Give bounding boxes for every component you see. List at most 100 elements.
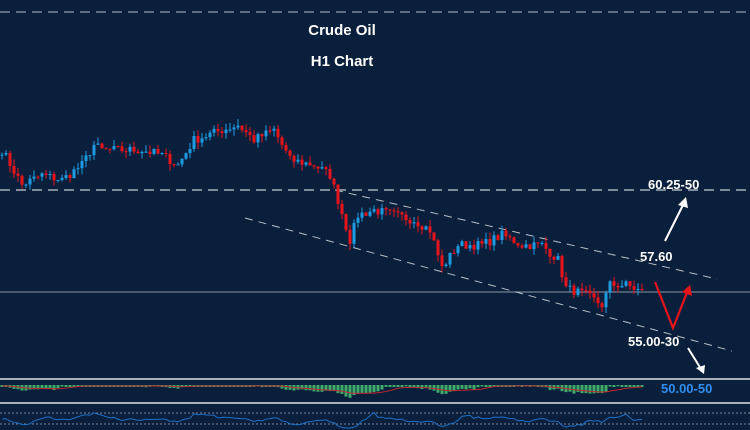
candle	[224, 129, 228, 134]
macd-signal-line	[2, 385, 643, 394]
candle	[56, 180, 60, 182]
candle	[556, 255, 560, 260]
macd-bar	[636, 385, 640, 387]
candle	[328, 169, 332, 179]
candle	[572, 285, 576, 296]
candle	[332, 178, 336, 185]
macd-bar	[316, 385, 320, 392]
macd-bar	[300, 385, 304, 390]
candle	[460, 241, 464, 247]
candle	[432, 232, 436, 241]
macd-histogram	[0, 385, 644, 398]
level-label-50-00: 50.00-50	[661, 381, 713, 396]
candle	[416, 222, 420, 227]
candle	[220, 131, 224, 134]
candle	[640, 288, 644, 290]
macd-bar	[460, 385, 464, 389]
macd-bar	[432, 385, 436, 391]
candle	[384, 208, 388, 210]
macd-bar	[348, 385, 352, 398]
candle	[284, 144, 288, 151]
macd-bar	[580, 385, 584, 394]
macd-bar	[296, 385, 300, 390]
candle	[320, 167, 324, 169]
candle	[96, 143, 100, 145]
candle	[404, 214, 408, 221]
candle	[216, 128, 220, 132]
macd-bar	[408, 385, 412, 388]
candle	[316, 166, 320, 169]
rsi-line	[1, 411, 643, 429]
macd-bar	[352, 385, 356, 396]
candle	[60, 177, 64, 181]
macd-bar	[360, 385, 364, 393]
candle	[632, 286, 636, 290]
candle	[272, 128, 276, 131]
candle	[164, 152, 168, 155]
macd-bar	[620, 385, 624, 387]
candle	[620, 285, 624, 288]
candle	[192, 136, 196, 149]
macd-bar	[596, 385, 600, 393]
channel-lower-line	[244, 217, 733, 352]
candle	[544, 242, 548, 249]
candle	[196, 136, 200, 143]
candle	[8, 153, 12, 166]
candle	[440, 255, 444, 267]
candle	[252, 135, 256, 143]
candle	[340, 203, 344, 215]
macd-bar	[356, 385, 360, 394]
candle	[200, 138, 204, 143]
candle	[400, 212, 404, 215]
macd-bar	[364, 385, 368, 394]
candle	[52, 174, 56, 181]
macd-bar	[416, 385, 420, 389]
candle	[480, 241, 484, 244]
candle	[516, 243, 520, 246]
candle	[256, 134, 260, 143]
candle	[492, 235, 496, 246]
candle	[524, 244, 528, 248]
candle	[160, 152, 164, 154]
macd-bar	[624, 385, 628, 387]
candle	[412, 222, 416, 224]
candle	[24, 184, 28, 186]
macd-bar	[44, 385, 48, 390]
macd-bar	[608, 385, 612, 387]
candle	[188, 148, 192, 154]
candle	[20, 175, 24, 185]
candle	[352, 222, 356, 244]
candle	[536, 242, 540, 244]
candle	[596, 297, 600, 304]
candle	[140, 151, 144, 154]
chart-subtitle: H1 Chart	[310, 53, 374, 70]
chart-title: Crude Oil	[308, 22, 376, 39]
candle	[488, 239, 492, 246]
macd-bar	[396, 385, 400, 387]
macd-bar	[180, 385, 184, 388]
candle	[424, 226, 428, 230]
candle	[120, 146, 124, 152]
candle	[348, 229, 352, 244]
candle	[264, 130, 268, 137]
candle	[156, 148, 160, 154]
macd-bar	[452, 385, 456, 391]
macd-bar	[68, 385, 72, 387]
candle	[420, 226, 424, 230]
candle	[28, 178, 32, 185]
candle	[552, 256, 556, 260]
macd-bar	[388, 385, 392, 387]
candle	[144, 151, 148, 153]
candle	[372, 209, 376, 212]
candle	[464, 241, 468, 249]
macd-bar	[444, 385, 448, 394]
candle	[68, 175, 72, 179]
macd-bar	[72, 385, 76, 387]
candle	[128, 146, 132, 152]
macd-bar	[448, 385, 452, 392]
candle	[248, 132, 252, 136]
candle	[376, 209, 380, 215]
macd-bar	[556, 385, 560, 389]
candle	[168, 154, 172, 165]
